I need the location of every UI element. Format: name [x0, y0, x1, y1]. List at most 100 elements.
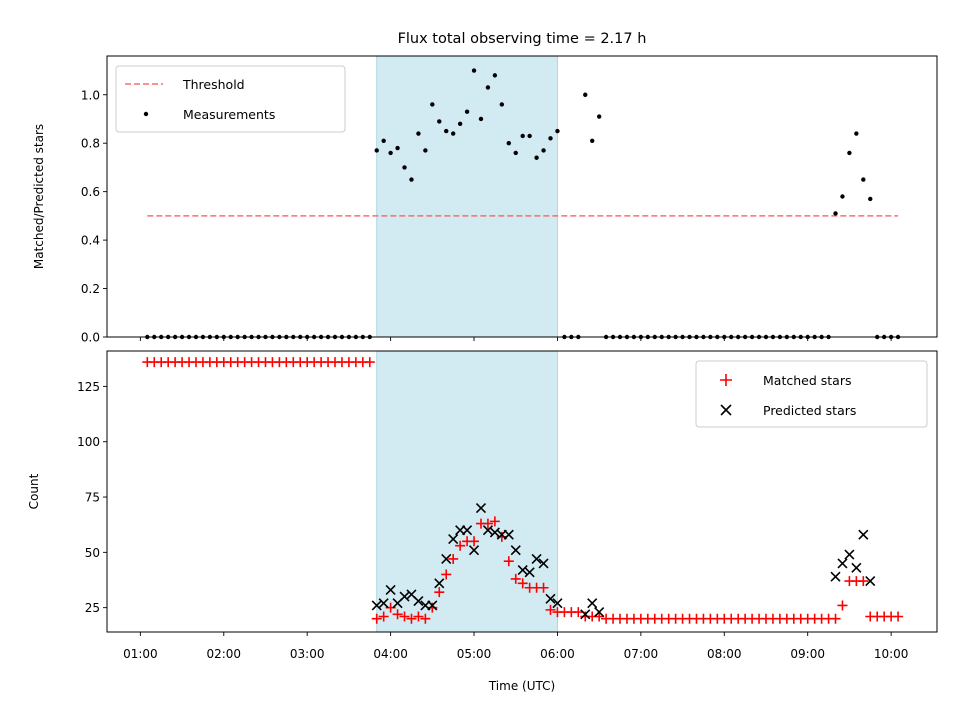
x-tick-label: 09:00	[790, 647, 825, 661]
measurement-point	[450, 131, 456, 136]
measurement-point	[583, 92, 588, 97]
predicted-point	[441, 553, 452, 565]
predicted-point	[594, 607, 605, 618]
matched-point	[420, 613, 431, 624]
measurement-point	[520, 133, 525, 139]
measurement-point	[444, 128, 449, 134]
predicted-point	[858, 529, 869, 540]
y-tick-label: 0.2	[81, 282, 100, 296]
measurement-point	[847, 150, 852, 156]
matched-point	[858, 576, 869, 587]
measurement-point	[464, 109, 470, 114]
predicted-point	[462, 525, 473, 536]
legend-matched-label: Matched stars	[763, 373, 851, 388]
measurement-point	[590, 138, 595, 143]
matched-point	[441, 569, 452, 580]
y-axis-label: Count	[27, 473, 41, 509]
x-tick-label: 03:00	[290, 647, 325, 661]
measurement-point	[402, 165, 407, 170]
predicted-point	[552, 598, 563, 609]
y-tick-label: 0.8	[81, 137, 100, 151]
predicted-point	[489, 527, 500, 538]
y-tick-label: 0.0	[81, 331, 100, 345]
measurement-point	[861, 177, 866, 182]
matched-point	[448, 553, 459, 564]
legend-measurements-label: Measurements	[183, 107, 275, 122]
legend-threshold-label: Threshold	[182, 77, 245, 92]
matched-point	[406, 613, 417, 624]
measurement-point	[374, 148, 379, 153]
predicted-point	[587, 598, 598, 609]
matched-point	[482, 518, 493, 529]
measurement-point	[506, 141, 511, 146]
x-tick-label: 02:00	[206, 647, 241, 661]
highlight-span	[376, 350, 558, 633]
matched-point	[538, 582, 549, 593]
y-tick-label: 75	[85, 491, 100, 505]
matched-point	[413, 611, 424, 622]
y-tick-label: 25	[85, 601, 100, 615]
matched-point	[434, 587, 445, 598]
predicted-point	[538, 558, 549, 569]
matched-point	[837, 600, 848, 611]
highlight-span	[376, 55, 558, 338]
chart-title: Flux total observing time = 2.17 h	[398, 31, 647, 47]
measurement-point	[492, 73, 498, 78]
matched-point	[893, 611, 904, 622]
y-tick-label: 0.6	[81, 185, 100, 199]
predicted-point	[503, 529, 514, 540]
legend: Threshold Measurements	[115, 65, 346, 133]
matched-point	[392, 609, 403, 620]
legend-box	[115, 65, 346, 133]
predicted-point	[837, 558, 848, 569]
x-tick-label: 06:00	[540, 647, 575, 661]
matched-point	[517, 578, 528, 589]
matched-point	[545, 604, 556, 615]
predicted-point	[545, 593, 556, 604]
measurement-point	[833, 211, 838, 216]
predicted-point	[448, 534, 459, 545]
x-tick-label: 05:00	[457, 647, 492, 661]
predicted-point	[378, 598, 389, 609]
predicted-point	[830, 571, 841, 582]
legend-measurements-swatch	[143, 111, 149, 117]
matched-point	[573, 607, 584, 618]
legend-predicted-label: Predicted stars	[763, 403, 856, 418]
x-tick-label: 04:00	[373, 647, 408, 661]
predicted-point	[482, 525, 494, 536]
measurement-point	[548, 136, 553, 141]
predicted-point	[434, 578, 445, 589]
y-tick-label: 0.4	[81, 234, 100, 248]
plot-frame	[106, 350, 938, 633]
measurement-point	[381, 138, 386, 143]
matched-point	[455, 540, 466, 551]
measurement-point	[555, 128, 560, 134]
predicted-point	[531, 553, 542, 565]
matched-point	[489, 516, 500, 527]
predicted-point	[524, 567, 535, 578]
x-tick-label: 08:00	[707, 647, 742, 661]
y-tick-label: 1.0	[81, 88, 100, 102]
predicted-point	[413, 595, 424, 607]
measurement-point	[409, 177, 414, 182]
y-axis-label: Matched/Predicted stars	[32, 124, 46, 269]
matched-point	[399, 611, 410, 622]
predicted-point	[851, 562, 862, 573]
matched-point	[364, 357, 375, 368]
count-panel: 25 50 75 100 125 01:00 02:00 03:00 04:00 05:00 06:…	[27, 350, 938, 661]
measurement-point	[854, 131, 859, 136]
plot-frame	[106, 55, 938, 338]
measurement-point	[527, 133, 532, 139]
x-axis-label: Time (UTC)	[488, 679, 555, 693]
predicted-point	[580, 609, 591, 620]
legend-predicted-swatch	[720, 404, 732, 416]
measurement-point	[395, 145, 400, 151]
measurement-point	[840, 194, 845, 199]
y-tick-label: 50	[85, 546, 100, 560]
x-tick-label: 10:00	[874, 647, 909, 661]
predicted-point	[865, 576, 876, 587]
predicted-point	[371, 600, 382, 611]
predicted-point	[844, 549, 855, 560]
y-tick-label: 125	[77, 380, 100, 394]
